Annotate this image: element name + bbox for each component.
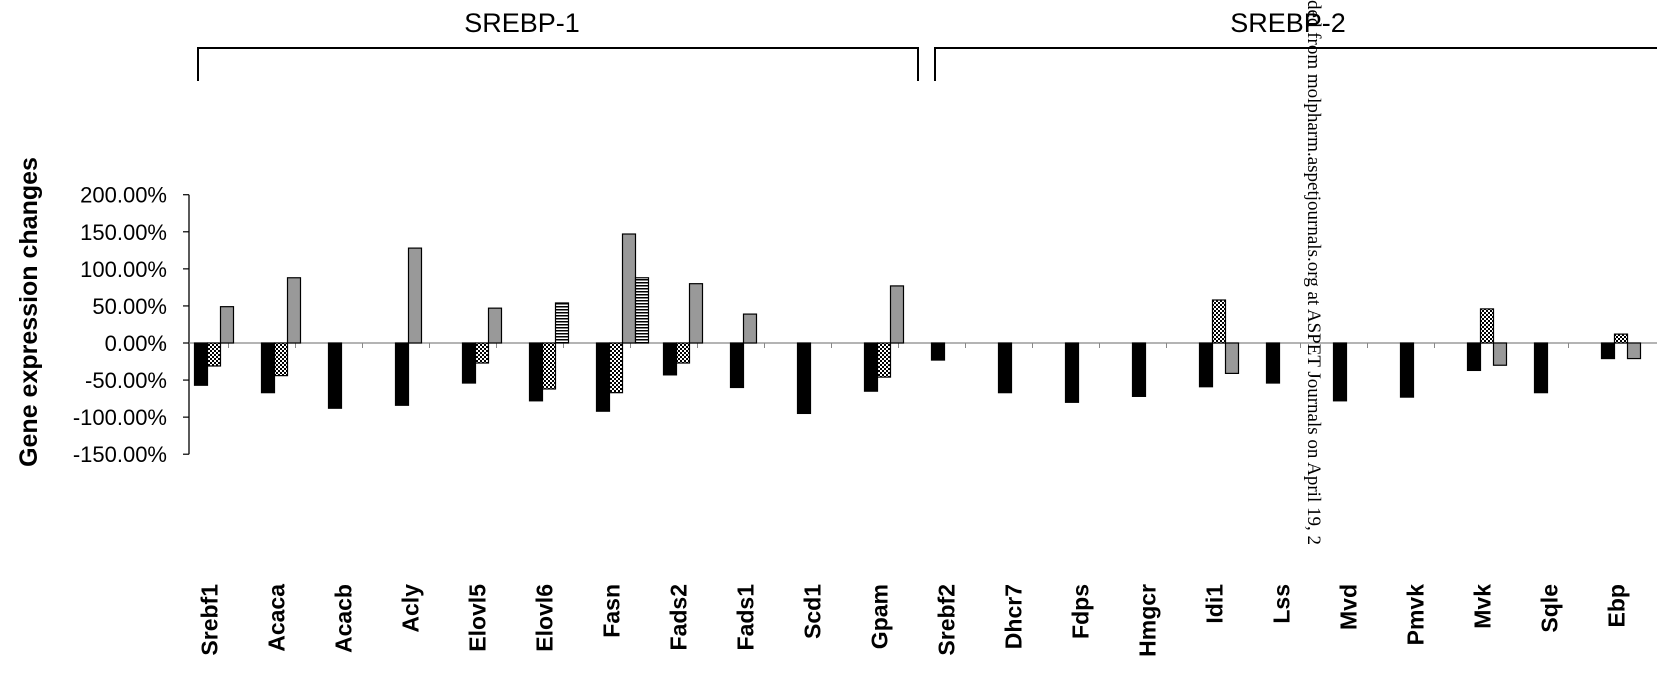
x-tick-label: Pmvk [1403, 584, 1429, 646]
bar-solid-black-lss [1265, 342, 1281, 384]
bar-solid-black-scd1 [796, 342, 812, 415]
x-tick-label: Srebf2 [934, 584, 960, 656]
bar-gray-acaca [286, 277, 302, 344]
bar-solid-black-elovl5 [461, 342, 477, 384]
x-tick-label: Acly [398, 584, 424, 633]
y-tick-label: -150.00% [73, 442, 167, 467]
y-tick-label: 100.00% [80, 257, 167, 282]
group-brackets [197, 47, 1657, 81]
bar-gray-acly [407, 247, 423, 344]
bar-gray-mvk [1492, 342, 1508, 366]
bar-checkered-elovl5 [474, 342, 490, 364]
bar-horizontal-stripes-fasn [634, 277, 650, 344]
x-tick-label: Elovl6 [532, 584, 558, 652]
bar-checkered-acaca [273, 342, 289, 377]
x-tick-label: Ebp [1604, 584, 1630, 627]
x-tick-label: Acaca [264, 584, 290, 652]
x-tick-label: Dhcr7 [1001, 584, 1027, 649]
bar-checkered-mvk [1479, 308, 1495, 344]
x-tick-label: Fdps [1068, 584, 1094, 639]
bar-checkered-srebf1 [206, 342, 222, 367]
bar-horizontal-stripes-elovl6 [554, 302, 570, 344]
bar-checkered-fads2 [675, 342, 691, 364]
x-tick-label: Srebf1 [197, 584, 223, 656]
bar-solid-black-mvd [1332, 342, 1348, 402]
group-label: SREBP-1 [464, 8, 580, 38]
bar-solid-black-acacb [327, 342, 343, 409]
x-tick-label: Fads1 [733, 584, 759, 651]
y-tick-label: -100.00% [73, 405, 167, 430]
bar-gray-srebf1 [219, 306, 235, 344]
watermark: ded from molpharm.aspetjournals.org at A… [1303, 0, 1324, 545]
labels: -150.00% -100.00% -50.00% 0.00% 50.00% 100.00… [73, 8, 1630, 657]
x-tick-label: Scd1 [800, 584, 826, 639]
group-bracket [197, 47, 919, 81]
bar-solid-black-ebp [1600, 342, 1616, 360]
group-label: SREBP-2 [1230, 8, 1346, 38]
bar-gray-fasn [621, 233, 637, 344]
x-tick-label: Mvd [1336, 584, 1362, 630]
bar-gray-fads2 [688, 283, 704, 344]
y-tick-label: 50.00% [92, 294, 167, 319]
y-axis-label: Gene expression changes [15, 157, 43, 467]
bar-solid-black-srebf1 [193, 342, 209, 386]
x-tick-label: Idi1 [1202, 584, 1228, 624]
bar-solid-black-idi1 [1198, 342, 1214, 388]
bar-checkered-fasn [608, 342, 624, 394]
bar-checkered-idi1 [1211, 299, 1227, 344]
x-tick-label: Acacb [331, 584, 357, 653]
bar-gray-elovl5 [487, 307, 503, 344]
bar-solid-black-sqle [1533, 342, 1549, 394]
bars [193, 233, 1642, 415]
bar-solid-black-pmvk [1399, 342, 1415, 398]
bar-solid-black-elovl6 [528, 342, 544, 402]
x-tick-label: Elovl5 [465, 584, 491, 652]
bar-gray-gpam [889, 285, 905, 344]
bar-solid-black-dhcr7 [997, 342, 1013, 394]
group-bracket [934, 47, 1657, 81]
bar-solid-black-hmgcr [1131, 342, 1147, 397]
bar-solid-black-fads2 [662, 342, 678, 376]
bar-gray-ebp [1626, 342, 1642, 360]
bar-solid-black-acaca [260, 342, 276, 394]
bar-gray-idi1 [1224, 342, 1240, 374]
bar-solid-black-acly [394, 342, 410, 406]
bar-checkered-elovl6 [541, 342, 557, 390]
bar-gray-fads1 [742, 313, 758, 344]
y-tick-label: 150.00% [80, 220, 167, 245]
x-tick-label: Lss [1269, 584, 1295, 624]
bar-solid-black-fdps [1064, 342, 1080, 403]
x-tick-label: Gpam [867, 584, 893, 649]
x-tick-label: Hmgcr [1135, 584, 1161, 657]
x-tick-label: Fads2 [666, 584, 692, 650]
bar-checkered-ebp [1613, 333, 1629, 344]
bar-solid-black-fasn [595, 342, 611, 412]
y-tick-label: 0.00% [105, 331, 167, 356]
y-tick-label: -50.00% [85, 368, 167, 393]
x-tick-label: Sqle [1537, 584, 1563, 633]
bar-solid-black-fads1 [729, 342, 745, 389]
bar-checkered-gpam [876, 342, 892, 378]
bar-solid-black-mvk [1466, 342, 1482, 372]
axes [161, 194, 1657, 455]
bar-solid-black-srebf2 [930, 342, 946, 361]
y-tick-label: 200.00% [80, 183, 167, 208]
x-tick-label: Fasn [599, 584, 625, 638]
bar-solid-black-gpam [863, 342, 879, 392]
x-tick-label: Mvk [1470, 584, 1496, 629]
